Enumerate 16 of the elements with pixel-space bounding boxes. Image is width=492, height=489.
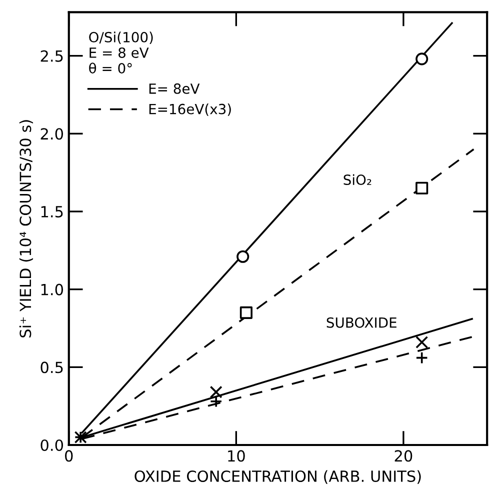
y-tick-label: 0.0 [40, 439, 64, 452]
y-tick-label: 0.5 [40, 362, 63, 374]
x-tick-label: 10 [228, 450, 245, 462]
y-tick-label: 1.0 [41, 284, 64, 296]
x-tick-label: 0 [65, 450, 73, 462]
legend-label: E=16eV(x3) [149, 104, 231, 116]
legend-title: O/Si(100) E = 8 eV θ = 0° [89, 32, 153, 74]
x-axis-title: OXIDE CONCENTRATION (ARB. UNITS) [134, 470, 421, 484]
annotation: SiO₂ [344, 174, 372, 186]
y-axis-title: Si⁺ YIELD (10⁴ COUNTS/30 s) [19, 120, 34, 338]
legend-label: E= 8eV [149, 83, 200, 94]
y-tick-label: 2.0 [40, 128, 64, 140]
y-tick-label: 2.5 [40, 50, 63, 62]
y-tick-label: 1.5 [41, 206, 63, 218]
annotation: SUBOXIDE [326, 317, 396, 328]
x-tick-label: 20 [394, 450, 412, 462]
